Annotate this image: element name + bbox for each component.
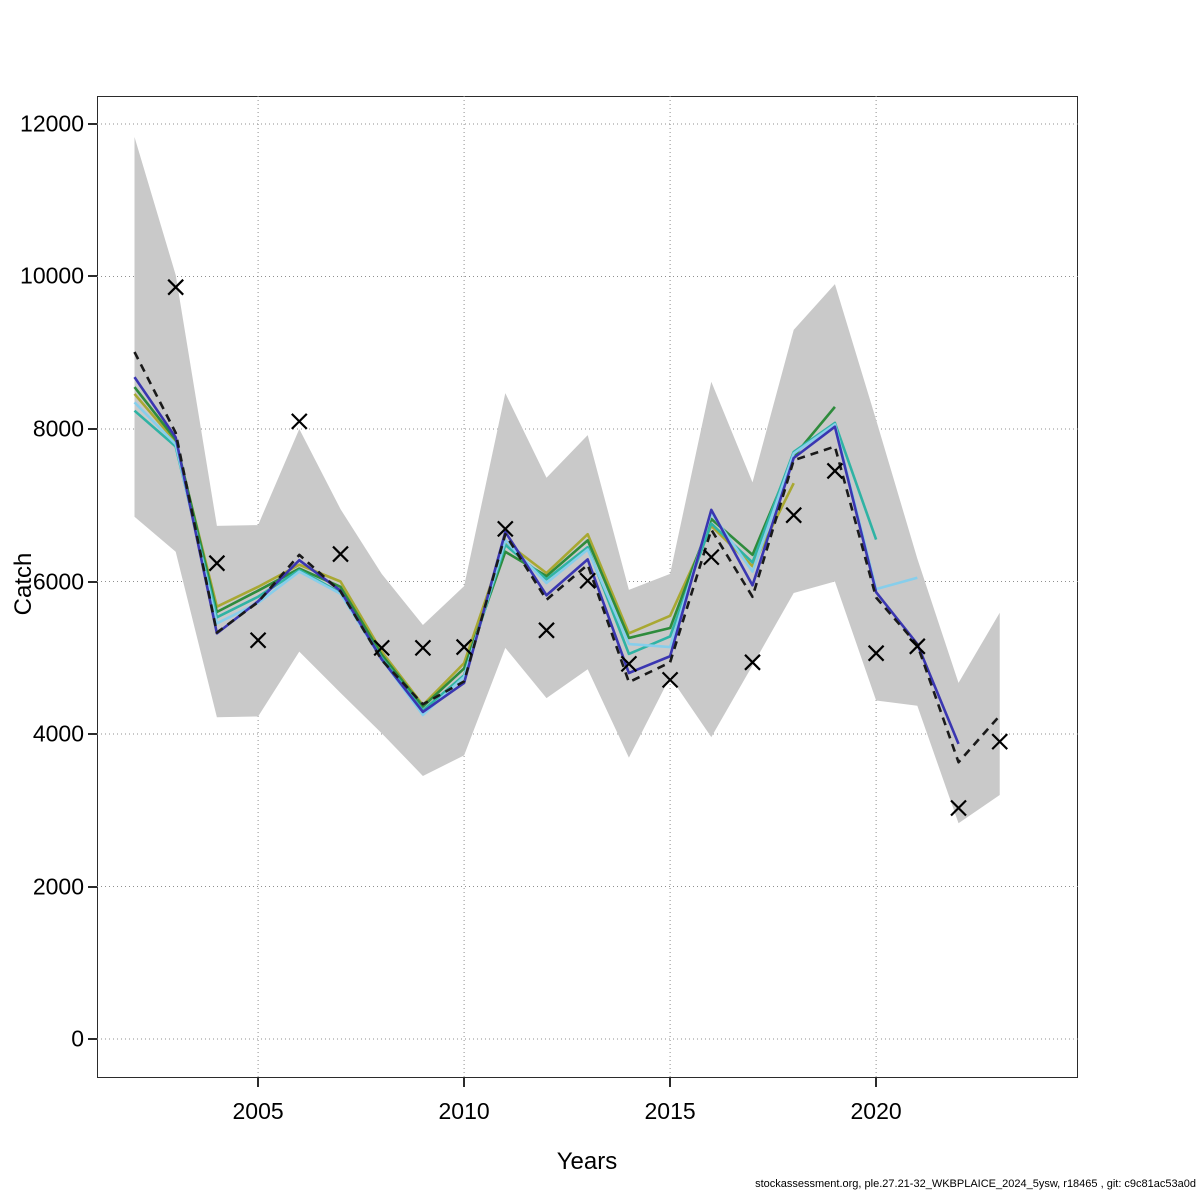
y-tick-label: 0 (71, 1025, 84, 1052)
y-tick-label: 2000 (32, 873, 84, 900)
observed-catch-marker (538, 622, 555, 639)
observed-catch-marker (497, 520, 514, 538)
y-tick-label: 6000 (32, 568, 84, 594)
observed-catch-marker (579, 572, 596, 590)
y-tick-label: 12000 (20, 110, 84, 137)
observed-catch-marker (373, 639, 390, 657)
y-axis-tick (88, 275, 97, 278)
y-axis-title: Catch (10, 552, 37, 616)
x-tick-label: 2020 (850, 1098, 902, 1124)
y-tick-label: 8000 (32, 415, 84, 442)
x-axis-tick (669, 1078, 672, 1087)
y-axis-tick (88, 1038, 97, 1041)
observed-catch-marker (950, 799, 967, 817)
y-axis-tick (88, 580, 97, 583)
footer-caption: stockassessment.org, ple.27.21-32_WKBPLA… (755, 1178, 1196, 1190)
y-axis-tick (88, 885, 97, 888)
observed-catch-marker (991, 733, 1008, 750)
y-axis-tick (88, 733, 97, 736)
observed-catch-marker (291, 413, 308, 430)
y-tick-label: 10000 (20, 262, 84, 289)
observed-catch-marker (414, 639, 432, 657)
observed-catch-marker (867, 644, 885, 662)
observed-catch-marker (167, 278, 184, 296)
observed-catch-marker (455, 638, 473, 656)
y-tick-label: 4000 (32, 720, 84, 747)
observed-catch-marker (909, 638, 926, 655)
retro-peel-2020-line (133, 409, 878, 712)
x-axis-tick (257, 1078, 260, 1087)
observed-catch-marker (703, 548, 720, 566)
observed-catch-marker (826, 462, 844, 480)
x-tick-label: 2015 (644, 1098, 696, 1124)
observed-catch-marker (661, 671, 679, 689)
confidence-band (134, 136, 1000, 824)
current-run-line (133, 351, 1001, 764)
x-tick-label: 2010 (438, 1098, 490, 1124)
x-tick-label: 2005 (232, 1098, 284, 1124)
y-axis-tick (88, 122, 97, 125)
observed-catch-marker (249, 631, 267, 649)
x-axis-title: Years (556, 1148, 618, 1175)
y-axis-tick (88, 428, 97, 430)
observed-catch-marker (785, 506, 802, 524)
x-axis-tick (463, 1078, 466, 1087)
observed-catch-marker (620, 655, 638, 673)
observed-catch-marker (744, 654, 761, 671)
observed-catch-marker (208, 554, 226, 572)
observed-catch-marker (332, 545, 349, 563)
x-axis-tick (875, 1078, 878, 1087)
retro-peel-2018-line (133, 393, 795, 707)
